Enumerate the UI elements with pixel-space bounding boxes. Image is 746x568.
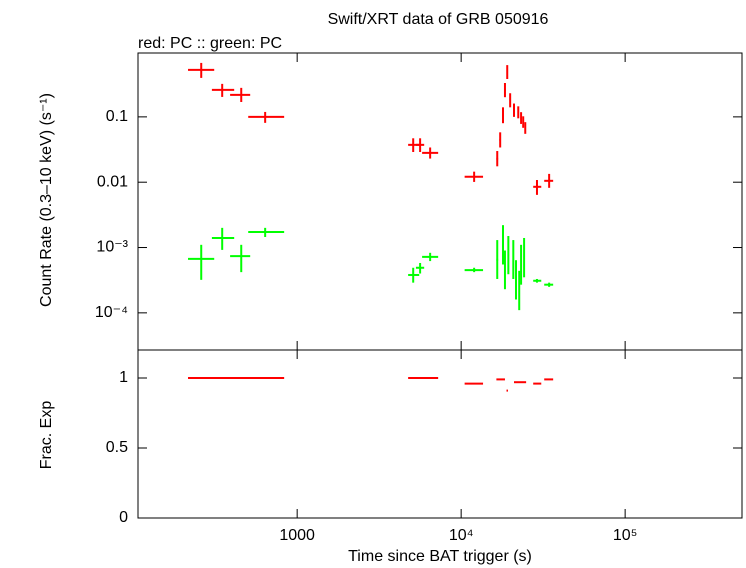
x-tick-label: 10⁴ xyxy=(449,527,474,544)
chart-subtitle: red: PC :: green: PC xyxy=(138,35,282,52)
y-tick-label: 10⁻³ xyxy=(96,239,128,256)
y-tick-label: 0.01 xyxy=(97,173,128,190)
chart-title: Swift/XRT data of GRB 050916 xyxy=(328,11,549,28)
y-axis-title: Count Rate (0.3–10 keV) (s⁻¹) xyxy=(38,93,55,307)
y-tick-label: 10⁻⁴ xyxy=(95,304,128,321)
plot-frame xyxy=(137,52,743,351)
y-tick-label: 1 xyxy=(119,369,128,386)
y-tick-label: 0 xyxy=(119,509,128,526)
y-axis-title: Frac. Exp xyxy=(38,401,55,470)
x-tick-label: 10⁵ xyxy=(613,527,637,544)
plot-frame xyxy=(137,349,743,519)
x-axis-title: Time since BAT trigger (s) xyxy=(348,548,532,565)
y-tick-label: 0.1 xyxy=(106,108,128,125)
x-tick-label: 1000 xyxy=(279,527,315,544)
y-tick-label: 0.5 xyxy=(106,439,128,456)
